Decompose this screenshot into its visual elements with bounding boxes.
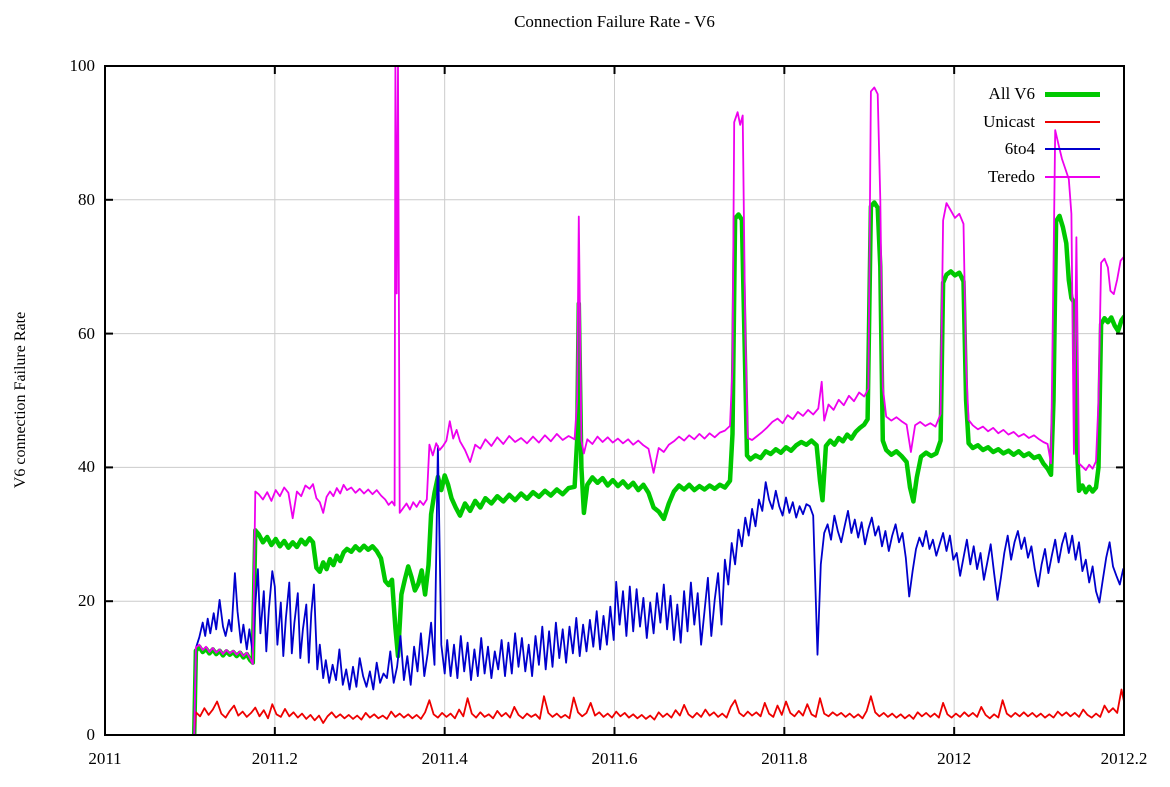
- x-tick-label: 2012: [937, 749, 972, 768]
- x-tick-label: 2012.2: [1100, 749, 1148, 768]
- x-tick-label: 2011.2: [251, 749, 298, 768]
- x-tick-label: 2011.4: [421, 749, 468, 768]
- x-tick-label: 2011.6: [591, 749, 638, 768]
- x-tick-label: 2011.8: [761, 749, 808, 768]
- y-tick-label: 100: [69, 56, 96, 75]
- series-line-teredo: [193, 66, 1124, 735]
- legend-label-unicast: Unicast: [983, 111, 1035, 131]
- y-tick-label: 80: [78, 189, 95, 209]
- legend-line-sample-6to4: [1045, 148, 1100, 150]
- series-line-unicast: [193, 688, 1124, 735]
- chart-title: Connection Failure Rate - V6: [514, 12, 715, 31]
- legend-label-teredo: Teredo: [988, 167, 1035, 187]
- legend-line-sample-all-v6: [1045, 92, 1100, 97]
- legend-label-6to4: 6to4: [1004, 139, 1035, 159]
- series-line-all-v6: [191, 200, 1124, 735]
- x-tick-label: 2011: [88, 749, 122, 768]
- legend-line-sample-teredo: [1045, 176, 1100, 178]
- y-tick-label: 60: [78, 323, 95, 343]
- legend-line-sample-unicast: [1045, 121, 1100, 123]
- y-tick-label: 20: [78, 591, 95, 611]
- y-tick-label: 0: [86, 725, 96, 744]
- legend-label-all-v6: All V6: [988, 84, 1035, 103]
- series-line-6to4: [193, 445, 1124, 735]
- y-tick-label: 40: [78, 457, 95, 477]
